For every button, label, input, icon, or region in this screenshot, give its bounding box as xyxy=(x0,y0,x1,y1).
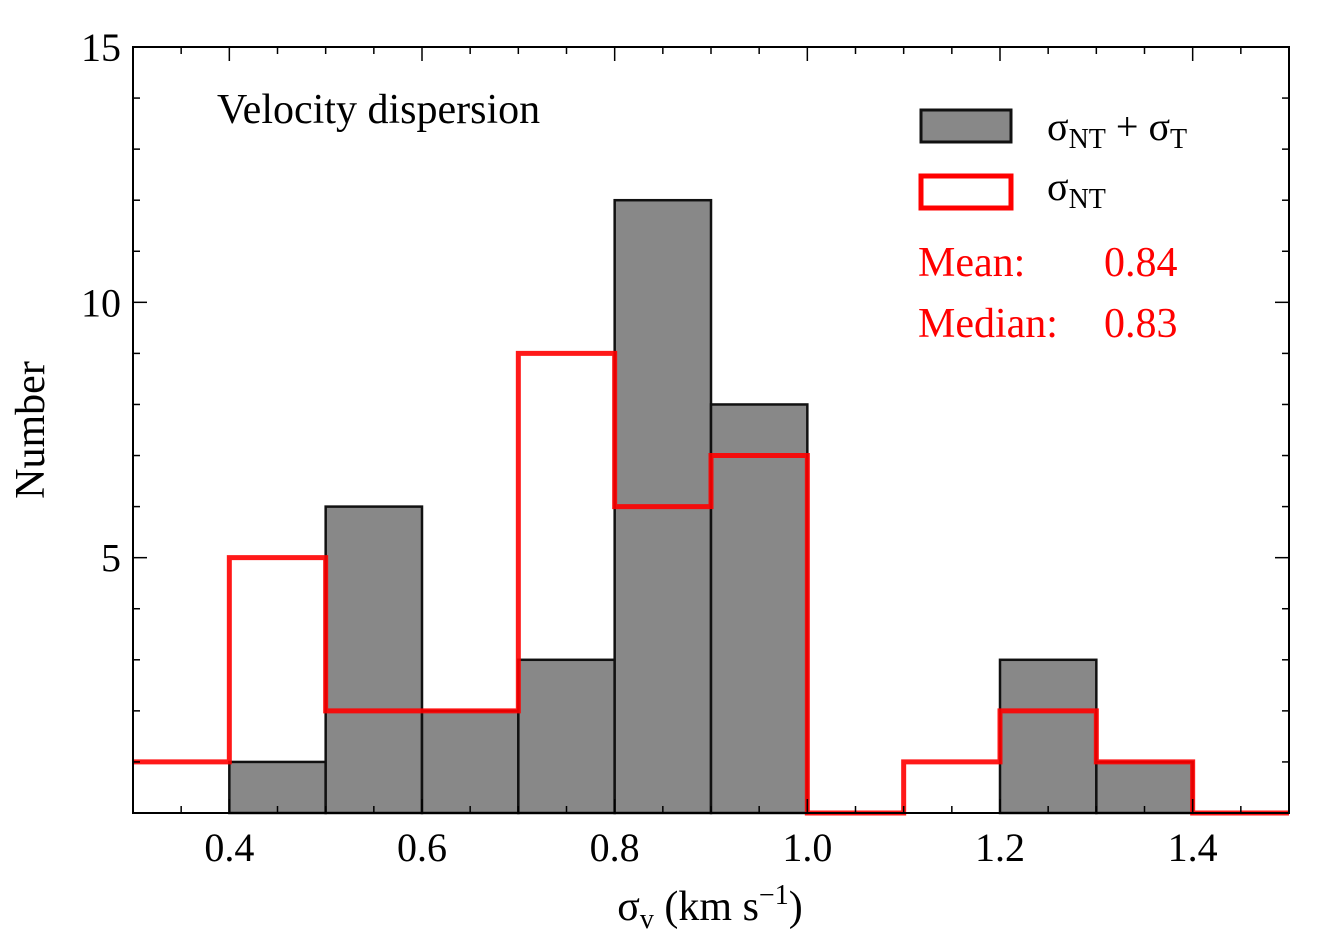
x-tick-label: 1.2 xyxy=(975,825,1025,870)
x-tick-label: 0.4 xyxy=(204,825,254,870)
stats-box: Mean: 0.84 Median: 0.83 xyxy=(918,240,1178,347)
x-tick-label: 1.0 xyxy=(782,825,832,870)
y-tick-label: 10 xyxy=(81,280,121,325)
bar-10 xyxy=(1095,760,1194,815)
legend-label-total-sub1: NT xyxy=(1069,124,1106,155)
legend-label-total: σNT + σT xyxy=(1047,104,1187,155)
legend-label-nt: σNT xyxy=(1047,164,1106,215)
legend-label-nt-symbol: σ xyxy=(1047,164,1069,209)
ticks-layer xyxy=(132,46,1290,814)
x-tick-label: 1.4 xyxy=(1168,825,1218,870)
bar-1 xyxy=(228,760,327,815)
tick-labels-layer: 0.4 0.6 0.8 1.0 1.2 1.4 5 10 15 xyxy=(81,25,1218,870)
median-value: 0.83 xyxy=(1104,301,1178,347)
filled-bars-layer xyxy=(228,198,1194,815)
step-line-layer xyxy=(133,350,1289,816)
x-axis-label: σv (km s−1) xyxy=(617,880,802,933)
chart-annotation: Velocity dispersion xyxy=(217,87,540,133)
y-tick-label: 5 xyxy=(101,536,121,581)
median-label: Median: xyxy=(918,301,1058,347)
mean-value: 0.84 xyxy=(1104,240,1178,286)
y-axis-label: Number xyxy=(8,361,54,499)
x-axis-label-close: ) xyxy=(789,884,803,930)
legend-label-total-symbol: σ xyxy=(1047,104,1069,149)
x-tick-label: 0.6 xyxy=(397,825,447,870)
legend-label-total-symbol2: σ xyxy=(1148,104,1170,149)
legend-label-total-plus: + xyxy=(1106,104,1149,149)
legend: σNT + σT σNT xyxy=(918,104,1187,215)
x-tick-label: 0.8 xyxy=(590,825,640,870)
step-line-nt xyxy=(133,350,1289,816)
y-tick-label: 15 xyxy=(81,25,121,70)
legend-swatch-step xyxy=(918,173,1014,211)
legend-swatch-filled xyxy=(919,108,1013,144)
legend-label-total-sub2: T xyxy=(1170,124,1187,155)
bar-2 xyxy=(324,505,424,815)
mean-label: Mean: xyxy=(918,240,1025,286)
bar-4 xyxy=(517,658,616,815)
bar-6 xyxy=(709,403,809,815)
bar-3 xyxy=(420,709,520,815)
x-axis-label-superscript: −1 xyxy=(759,880,789,911)
x-axis-label-symbol: σ xyxy=(617,884,640,930)
legend-label-nt-sub: NT xyxy=(1069,184,1106,215)
bar-9 xyxy=(998,658,1098,815)
x-axis-label-units: (km s xyxy=(654,884,759,930)
x-axis-label-subscript: v xyxy=(640,904,654,933)
